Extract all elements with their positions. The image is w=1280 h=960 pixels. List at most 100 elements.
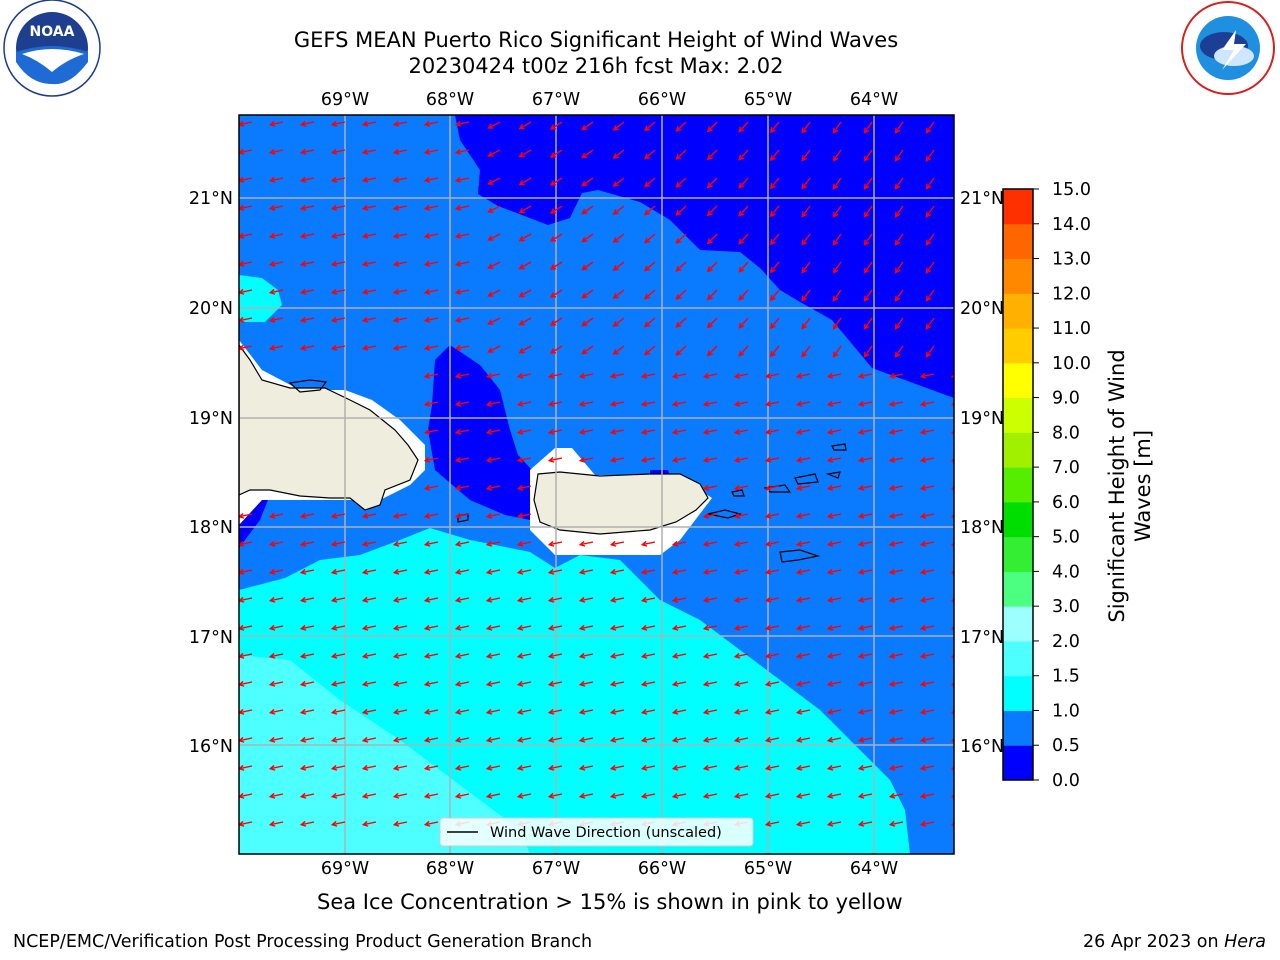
wind-wave-arrowhead xyxy=(392,792,400,799)
wind-wave-arrowhead xyxy=(518,263,525,270)
wind-wave-arrowhead xyxy=(549,208,557,214)
wind-wave-arrow xyxy=(519,233,532,242)
wind-wave-arrow xyxy=(611,569,625,574)
wind-wave-arrowhead xyxy=(487,347,494,353)
wind-wave-arrow xyxy=(797,821,811,826)
wind-wave-arrow xyxy=(801,121,811,133)
wind-wave-arrowhead xyxy=(454,484,462,491)
wind-wave-arrow xyxy=(925,345,935,358)
wind-wave-arrowhead xyxy=(795,512,803,519)
wind-wave-arrowhead xyxy=(958,324,962,329)
wind-wave-arrowhead xyxy=(675,209,682,216)
wind-wave-arrow xyxy=(332,261,346,266)
wind-wave-arrowhead xyxy=(547,652,555,659)
wind-wave-arrowhead xyxy=(268,820,276,827)
wind-wave-arrow xyxy=(707,289,718,300)
wind-wave-arrow xyxy=(958,178,965,189)
wind-wave-arrowhead xyxy=(487,291,494,297)
wind-wave-arrow xyxy=(332,681,346,686)
wind-wave-arrow xyxy=(611,373,625,378)
wind-wave-arrowhead xyxy=(769,127,776,134)
wind-wave-arrow xyxy=(707,345,718,356)
wind-wave-arrowhead xyxy=(950,682,954,686)
wind-wave-arrow xyxy=(363,205,377,210)
wind-wave-arrow xyxy=(704,597,718,602)
wind-wave-arrowhead xyxy=(330,596,338,603)
wind-wave-arrow xyxy=(921,373,935,378)
wind-wave-arrow xyxy=(550,121,563,130)
wind-wave-arrow xyxy=(738,317,749,329)
wind-wave-arrow xyxy=(363,317,377,322)
lat-label-left: 17°N xyxy=(189,628,233,648)
wind-wave-arrowhead xyxy=(609,568,617,575)
wind-wave-arrow xyxy=(394,177,408,182)
wind-wave-arrowhead xyxy=(764,652,772,659)
wind-wave-arrowhead xyxy=(671,736,679,743)
wind-wave-arrowhead xyxy=(950,598,954,602)
wind-wave-arrow xyxy=(518,765,532,770)
wind-wave-arrow xyxy=(301,681,315,686)
wind-wave-arrowhead xyxy=(863,155,870,162)
wind-wave-arrowhead xyxy=(578,400,586,407)
wind-wave-arrowhead xyxy=(671,764,679,771)
wind-wave-arrowhead xyxy=(454,344,462,351)
wind-wave-arrow xyxy=(394,569,408,574)
wind-wave-arrowhead xyxy=(609,792,617,799)
wind-wave-arrowhead xyxy=(702,428,710,435)
wind-wave-arrowhead xyxy=(549,264,557,270)
colorbar-label-line1: Significant Height of Wind xyxy=(1105,349,1129,622)
wind-wave-arrowhead xyxy=(764,540,772,547)
wind-wave-arrowhead xyxy=(919,484,927,491)
wind-wave-arrow xyxy=(425,177,439,182)
wind-wave-arrowhead xyxy=(581,124,588,131)
colorbar-tick-label: 6.0 xyxy=(1052,493,1080,513)
wind-wave-arrowhead xyxy=(764,736,772,743)
wind-wave-arrow xyxy=(766,373,780,378)
wind-wave-arrowhead xyxy=(454,736,462,743)
wind-wave-arrowhead xyxy=(392,568,400,575)
wind-wave-arrowhead xyxy=(361,820,369,827)
wind-wave-arrowhead xyxy=(640,736,648,743)
wind-wave-arrow xyxy=(301,793,315,798)
wind-wave-arrowhead xyxy=(919,764,927,771)
wind-wave-arrow xyxy=(363,625,377,630)
wind-wave-arrow xyxy=(890,821,904,826)
wind-wave-arrow xyxy=(239,149,253,154)
wind-wave-arrow xyxy=(958,150,965,161)
wind-wave-arrow xyxy=(832,261,842,274)
colorbar-tick-label: 13.0 xyxy=(1052,250,1091,270)
wind-wave-arrowhead xyxy=(547,596,555,603)
wind-wave-arrow xyxy=(738,233,749,245)
wind-wave-arrow xyxy=(611,457,625,462)
wind-wave-arrow xyxy=(644,233,656,243)
wind-wave-arrowhead xyxy=(485,456,493,463)
wind-wave-arrowhead xyxy=(795,680,803,687)
wind-wave-arrow xyxy=(738,177,749,189)
colorbar-segment xyxy=(1003,640,1033,677)
wind-wave-arrowhead xyxy=(268,708,276,715)
lon-label-bottom: 65°W xyxy=(744,859,792,879)
wind-wave-arrowhead xyxy=(609,680,617,687)
colorbar-tick-label: 12.0 xyxy=(1052,284,1091,304)
wind-wave-arrowhead xyxy=(671,596,679,603)
wind-wave-arrowhead xyxy=(640,624,648,631)
wind-wave-arrow xyxy=(828,457,842,462)
wind-wave-arrowhead xyxy=(795,736,803,743)
wind-wave-arrow xyxy=(580,429,594,434)
wind-wave-arrow xyxy=(425,653,439,658)
wind-wave-arrowhead xyxy=(578,456,586,463)
wind-wave-arrow xyxy=(332,765,346,770)
wind-wave-arrow xyxy=(611,737,625,742)
wind-wave-arrow xyxy=(832,317,842,330)
wind-wave-arrowhead xyxy=(764,792,772,799)
wind-wave-arrow xyxy=(921,569,935,574)
wind-wave-arrow xyxy=(550,317,563,326)
wind-wave-arrowhead xyxy=(764,708,772,715)
wind-wave-arrowhead xyxy=(733,652,741,659)
wind-wave-arrow xyxy=(301,233,315,238)
wind-wave-arrow xyxy=(921,709,935,714)
wind-wave-arrowhead xyxy=(738,126,745,133)
wind-wave-arrow xyxy=(642,569,656,574)
wind-wave-arrow xyxy=(766,457,780,462)
wind-wave-arrowhead xyxy=(764,764,772,771)
